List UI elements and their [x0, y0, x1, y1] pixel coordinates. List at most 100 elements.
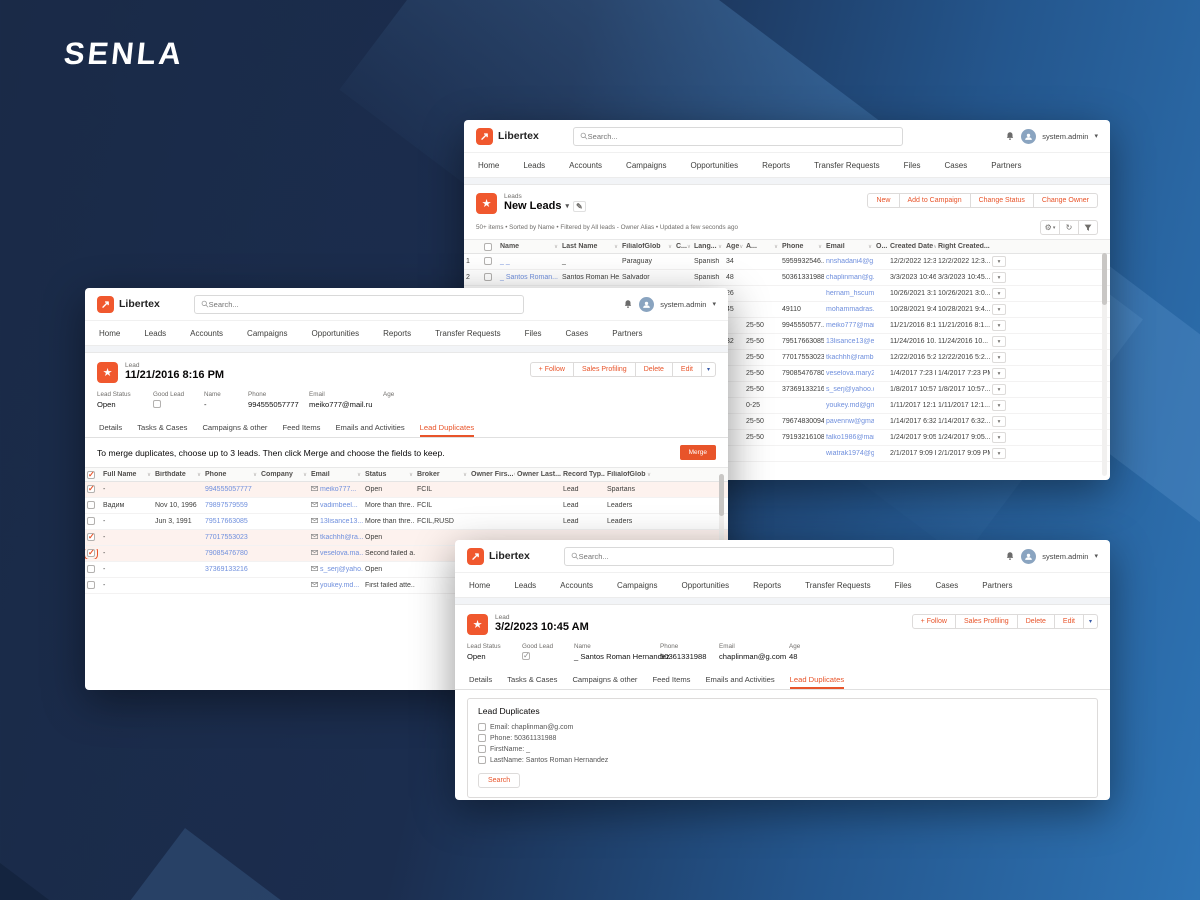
- row-actions-menu[interactable]: ▾: [992, 256, 1006, 267]
- cell-link[interactable]: youkey.md...: [320, 582, 360, 589]
- tab-lead-duplicates[interactable]: Lead Duplicates: [419, 423, 475, 437]
- user-menu-caret-icon[interactable]: ▾: [1094, 553, 1098, 560]
- search-input[interactable]: [578, 551, 887, 561]
- add-to-campaign-button[interactable]: Add to Campaign: [898, 193, 971, 208]
- column-header[interactable]: Right Created...∨: [938, 243, 990, 250]
- column-header[interactable]: Last Name ∨: [562, 243, 618, 250]
- tab-feed-items[interactable]: Feed Items: [282, 423, 321, 432]
- nav-item-reports[interactable]: Reports: [753, 580, 782, 590]
- cell-link[interactable]: falko1986@mail...: [826, 434, 874, 441]
- nav-item-cases[interactable]: Cases: [944, 160, 968, 170]
- duplicate-select-checkbox[interactable]: [85, 548, 98, 559]
- tab-details[interactable]: Details: [469, 675, 493, 684]
- column-header[interactable]: Phone ∨: [782, 243, 822, 250]
- duplicate-select-checkbox[interactable]: [87, 580, 95, 589]
- cell-link[interactable]: meiko777@mai...: [826, 322, 874, 329]
- row-actions-menu[interactable]: ▾: [992, 368, 1006, 379]
- cell-link[interactable]: nnshadani4@g...: [826, 258, 874, 265]
- tab-tasks-cases[interactable]: Tasks & Cases: [137, 423, 188, 432]
- column-header[interactable]: Owner Firs...∨: [471, 471, 515, 478]
- more-actions-button[interactable]: ▾: [1082, 614, 1098, 629]
- column-header[interactable]: O...∨: [876, 243, 888, 250]
- tab-lead-duplicates[interactable]: Lead Duplicates: [789, 675, 845, 689]
- cell-link[interactable]: hernam_hscum...: [826, 290, 874, 297]
- nav-item-campaigns[interactable]: Campaigns: [247, 328, 288, 338]
- global-search[interactable]: [563, 546, 894, 566]
- nav-item-partners[interactable]: Partners: [991, 160, 1022, 170]
- global-search[interactable]: [572, 126, 903, 146]
- scrollbar[interactable]: [1102, 253, 1107, 476]
- column-header[interactable]: Record Typ...∨: [563, 471, 605, 478]
- column-header[interactable]: Email ∨: [826, 243, 872, 250]
- cell-link[interactable]: wiatrak1974@g...: [826, 450, 874, 457]
- cell-link[interactable]: _ Santos Roman...: [500, 274, 558, 281]
- column-header[interactable]: Full Name ∨: [103, 471, 151, 478]
- view-selector-caret-icon[interactable]: ▾: [565, 203, 569, 210]
- cell-link[interactable]: 13lisance13...: [320, 518, 363, 525]
- email-link[interactable]: chaplinman@g.com: [719, 652, 787, 661]
- user-menu-caret-icon[interactable]: ▾: [712, 301, 716, 308]
- criterion-checkbox[interactable]: [478, 723, 486, 731]
- cell-link[interactable]: veselova.ma...: [320, 550, 363, 557]
- change-owner-button[interactable]: Change Owner: [1032, 193, 1098, 208]
- nav-item-accounts[interactable]: Accounts: [560, 580, 594, 590]
- edit-button[interactable]: Edit: [1053, 614, 1084, 629]
- column-header[interactable]: Broker ∨: [417, 471, 467, 478]
- select-all-checkbox[interactable]: [484, 242, 492, 251]
- cell-link[interactable]: 37369133216: [205, 566, 248, 573]
- cell-link[interactable]: pavennw@gmail...: [826, 418, 874, 425]
- tab-feed-items[interactable]: Feed Items: [652, 675, 691, 684]
- column-header[interactable]: Company ∨: [261, 471, 307, 478]
- cell-link[interactable]: 77017553023: [205, 534, 248, 541]
- search-duplicates-button[interactable]: Search: [478, 773, 521, 788]
- row-actions-menu[interactable]: ▾: [992, 352, 1006, 363]
- good-lead-checkbox[interactable]: [153, 400, 161, 408]
- cell-link[interactable]: 79085476780: [205, 550, 248, 557]
- nav-item-leads[interactable]: Leads: [523, 160, 546, 170]
- column-header[interactable]: Phone ∨: [205, 471, 257, 478]
- row-actions-menu[interactable]: ▾: [992, 400, 1006, 411]
- nav-item-campaigns[interactable]: Campaigns: [626, 160, 667, 170]
- column-header[interactable]: Lang... ∨: [694, 243, 722, 250]
- cell-link[interactable]: meiko777...: [320, 486, 357, 493]
- search-input[interactable]: [587, 131, 896, 141]
- duplicate-select-checkbox[interactable]: [87, 532, 95, 541]
- tab-emails-and-activities[interactable]: Emails and Activities: [335, 423, 405, 432]
- nav-item-transfer-requests[interactable]: Transfer Requests: [435, 328, 501, 338]
- duplicate-select-checkbox[interactable]: [87, 516, 95, 525]
- bell-icon[interactable]: [1005, 551, 1015, 561]
- nav-item-files[interactable]: Files: [524, 328, 542, 338]
- global-search[interactable]: [193, 294, 524, 314]
- column-header[interactable]: C... ∨: [676, 243, 691, 250]
- column-header[interactable]: Email ∨: [311, 471, 361, 478]
- cell-link[interactable]: tkachhh@ramble...: [826, 354, 874, 361]
- column-header[interactable]: Age ∨: [726, 243, 744, 250]
- column-header[interactable]: FilialofGlob ∨: [622, 243, 672, 250]
- row-actions-menu[interactable]: ▾: [992, 448, 1006, 459]
- column-header[interactable]: Birthdate ∨: [155, 471, 201, 478]
- nav-item-files[interactable]: Files: [894, 580, 912, 590]
- column-header[interactable]: Created Date ∨: [890, 243, 936, 250]
- user-name[interactable]: system.admin: [1042, 551, 1089, 561]
- column-header[interactable]: Owner Last...∨: [517, 471, 561, 478]
- nav-item-opportunities[interactable]: Opportunities: [681, 580, 730, 590]
- nav-item-accounts[interactable]: Accounts: [190, 328, 224, 338]
- row-checkbox[interactable]: [484, 272, 492, 281]
- row-actions-menu[interactable]: ▾: [992, 272, 1006, 283]
- nav-item-opportunities[interactable]: Opportunities: [311, 328, 360, 338]
- cell-link[interactable]: 79517663085: [205, 518, 248, 525]
- user-menu-caret-icon[interactable]: ▾: [1094, 133, 1098, 140]
- column-header[interactable]: Name ∨: [500, 243, 558, 250]
- nav-item-home[interactable]: Home: [99, 328, 121, 338]
- nav-item-files[interactable]: Files: [903, 160, 921, 170]
- delete-button[interactable]: Delete: [634, 362, 673, 377]
- nav-item-leads[interactable]: Leads: [144, 328, 167, 338]
- cell-link[interactable]: s_serj@yahoo.com: [826, 386, 874, 393]
- cell-link[interactable]: _ _: [500, 258, 510, 265]
- tab-details[interactable]: Details: [99, 423, 123, 432]
- nav-item-opportunities[interactable]: Opportunities: [690, 160, 739, 170]
- nav-item-home[interactable]: Home: [478, 160, 500, 170]
- tab-tasks-cases[interactable]: Tasks & Cases: [507, 675, 558, 684]
- row-actions-menu[interactable]: ▾: [992, 320, 1006, 331]
- nav-item-home[interactable]: Home: [469, 580, 491, 590]
